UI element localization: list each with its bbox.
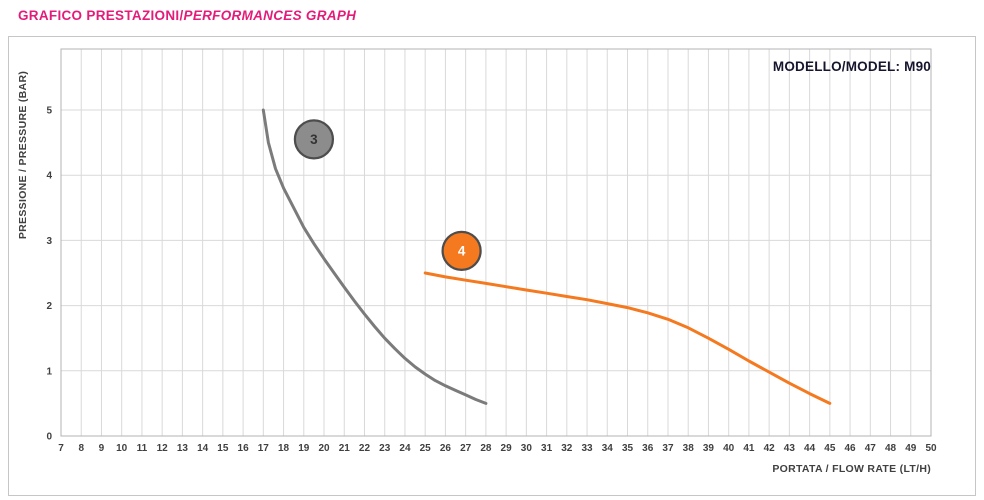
chart-frame: 7 8 9 10 11 12 13 14 15 16 17 18 19 20 21 22 23 24 25 26 27 2… [8, 36, 976, 496]
page-title: GRAFICO PRESTAZIONI/PERFORMANCES GRAPH [18, 8, 356, 23]
x-tick-label: 11 [137, 443, 148, 454]
x-tick-label: 18 [278, 443, 290, 454]
x-tick-label: 47 [865, 443, 877, 454]
x-tick-label: 37 [662, 443, 674, 454]
x-tick-label: 16 [238, 443, 250, 454]
x-tick-label: 34 [602, 443, 614, 454]
x-tick-label: 31 [541, 443, 553, 454]
x-tick-label: 22 [359, 443, 371, 454]
x-tick-label: 23 [379, 443, 391, 454]
x-tick-label: 19 [298, 443, 310, 454]
x-tick-label: 48 [885, 443, 897, 454]
y-tick-label: 3 [46, 236, 52, 247]
plot-area [61, 49, 931, 436]
x-tick-label: 43 [784, 443, 796, 454]
x-tick-label: 10 [116, 443, 128, 454]
x-tick-label: 45 [824, 443, 836, 454]
x-tick-label: 46 [845, 443, 857, 454]
x-tick-label: 42 [764, 443, 776, 454]
y-tick-label: 2 [46, 301, 52, 312]
x-tick-label: 21 [339, 443, 351, 454]
x-tick-label: 29 [501, 443, 513, 454]
curve-series-4 [423, 271, 832, 405]
x-axis-title: PORTATA / FLOW RATE (LT/H) [772, 463, 931, 475]
x-tick-label: 17 [258, 443, 270, 454]
series-badge-3 [293, 119, 335, 160]
series-badge-label-4: 4 [458, 243, 466, 258]
x-tick-label: 40 [723, 443, 735, 454]
x-tick-label: 36 [642, 443, 654, 454]
y-tick-label: 4 [46, 171, 52, 182]
x-tick-label: 9 [99, 443, 105, 454]
y-tick-label: 1 [46, 366, 52, 377]
x-tick-label: 30 [521, 443, 533, 454]
x-tick-label: 14 [197, 443, 209, 454]
x-tick-label: 13 [177, 443, 189, 454]
x-tick-label: 20 [318, 443, 330, 454]
x-tick-label: 26 [440, 443, 452, 454]
x-tick-label: 15 [217, 443, 229, 454]
x-tick-label: 39 [703, 443, 715, 454]
model-label: MODELLO/MODEL: M90 [772, 59, 931, 74]
series-badge-label-3: 3 [310, 132, 318, 147]
x-tick-label: 25 [420, 443, 432, 454]
x-tick-label: 27 [460, 443, 472, 454]
x-tick-label: 28 [480, 443, 492, 454]
series-badge-4 [441, 230, 482, 271]
x-tick-label: 35 [622, 443, 634, 454]
x-tick-label: 7 [58, 443, 64, 454]
curve-series-3 [261, 108, 488, 405]
y-axis-title: PRESSIONE / PRESSURE (BAR) [17, 71, 29, 239]
x-tick-label: 33 [581, 443, 593, 454]
x-tick-label: 49 [905, 443, 917, 454]
page-title-english: PERFORMANCES GRAPH [183, 8, 357, 23]
x-tick-label: 12 [157, 443, 169, 454]
performance-chart: 7 8 9 10 11 12 13 14 15 16 17 18 19 20 21 22 23 24 25 26 27 2… [17, 48, 937, 475]
x-tick-label: 44 [804, 443, 816, 454]
y-tick-label: 5 [46, 106, 52, 117]
page-title-italian: GRAFICO PRESTAZIONI/ [18, 8, 184, 23]
plot-border [60, 48, 932, 437]
x-tick-label: 41 [743, 443, 755, 454]
y-tick-label: 0 [46, 432, 52, 443]
x-tick-label: 8 [78, 443, 84, 454]
x-tick-label: 24 [399, 443, 411, 454]
x-tick-label: 50 [925, 443, 937, 454]
x-tick-label: 38 [683, 443, 695, 454]
x-tick-label: 32 [561, 443, 573, 454]
